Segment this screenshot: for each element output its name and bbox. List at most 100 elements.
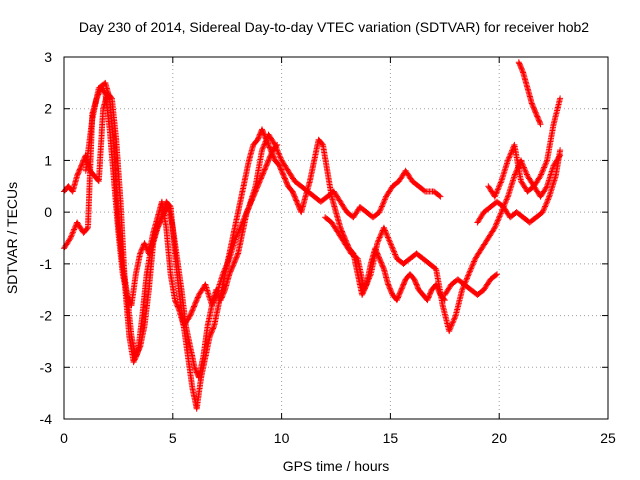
data-point-marker <box>522 167 529 174</box>
data-point-marker <box>131 356 138 363</box>
data-point-marker <box>395 294 401 301</box>
data-point-marker <box>451 315 458 322</box>
data-point-marker <box>262 135 269 142</box>
data-point-marker <box>290 189 296 196</box>
data-point-marker <box>466 269 473 276</box>
data-point-marker <box>540 165 547 172</box>
data-point-marker <box>255 182 262 188</box>
data-point-marker <box>365 276 372 283</box>
data-point-marker <box>366 275 372 282</box>
data-point-marker <box>268 149 275 156</box>
data-point-marker <box>504 157 511 164</box>
data-point-marker <box>291 192 298 199</box>
data-point-marker <box>384 233 391 240</box>
data-point-marker <box>208 329 215 336</box>
data-point-marker <box>249 196 256 203</box>
data-point-marker <box>507 151 514 158</box>
data-point-marker <box>187 312 194 319</box>
data-point-marker <box>465 272 472 279</box>
data-point-marker <box>383 231 390 238</box>
data-point-marker <box>359 291 366 298</box>
data-point-marker <box>385 234 391 241</box>
data-point-marker <box>284 180 290 187</box>
data-point-marker <box>421 187 428 194</box>
data-point-marker <box>452 314 459 320</box>
data-point-marker <box>378 204 385 211</box>
data-point-marker <box>497 212 504 218</box>
data-point-marker <box>276 162 283 169</box>
data-point-marker <box>522 168 529 175</box>
data-point-marker <box>449 319 456 326</box>
data-point-marker <box>493 189 500 196</box>
data-point-marker <box>506 154 513 161</box>
data-point-marker <box>533 112 540 119</box>
data-point-marker <box>259 145 266 152</box>
data-point-marker <box>248 198 255 205</box>
x-tick-label: 0 <box>60 430 68 446</box>
data-point-marker <box>539 167 546 174</box>
data-points <box>61 59 564 412</box>
data-point-marker <box>520 163 527 170</box>
data-point-marker <box>71 225 78 232</box>
data-point-marker <box>231 258 238 265</box>
data-point-marker <box>381 226 388 233</box>
y-tick-label: -2 <box>40 308 53 324</box>
data-point-marker <box>130 359 137 366</box>
data-point-marker <box>534 114 541 121</box>
data-point-marker <box>250 193 257 200</box>
data-point-marker <box>397 288 404 294</box>
chart-title: Day 230 of 2014, Sidereal Day-to-day VTE… <box>79 19 589 35</box>
data-point-marker <box>157 216 164 223</box>
data-point-marker <box>383 230 390 237</box>
data-point-marker <box>380 264 387 271</box>
y-tick-label: -4 <box>40 411 53 427</box>
data-point-marker <box>466 268 473 275</box>
data-point-marker <box>540 206 547 213</box>
data-point-marker <box>493 220 500 227</box>
data-point-marker <box>495 216 502 223</box>
data-point-marker <box>540 207 547 214</box>
data-point-marker <box>538 171 545 178</box>
data-point-marker <box>543 199 550 206</box>
data-point-marker <box>374 238 381 245</box>
data-point-marker <box>70 227 77 234</box>
data-point-marker <box>377 258 384 265</box>
data-point-marker <box>376 234 383 241</box>
data-point-marker <box>470 259 477 266</box>
data-point-marker <box>253 187 259 194</box>
data-point-marker <box>378 203 385 210</box>
data-point-marker <box>376 209 383 216</box>
data-point-marker <box>134 350 141 357</box>
axis-ticks: 0 5 10 15 20 25 -4 -3 -2 -1 0 1 2 3 <box>40 49 616 446</box>
data-point-marker <box>265 141 272 148</box>
data-point-marker <box>492 272 499 279</box>
y-tick-label: 2 <box>44 101 52 117</box>
data-point-marker <box>381 196 388 203</box>
data-point-marker <box>263 161 270 168</box>
data-point-marker <box>260 130 267 137</box>
data-point-marker <box>189 306 196 313</box>
data-point-marker <box>377 207 384 214</box>
data-point-marker <box>463 276 470 283</box>
data-point-marker <box>280 171 287 178</box>
data-point-marker <box>293 198 300 205</box>
data-point-marker <box>541 204 548 211</box>
data-point-marker <box>77 165 84 172</box>
data-point-marker <box>448 322 455 329</box>
data-point-marker <box>543 158 550 165</box>
y-tick-label: 3 <box>44 49 52 65</box>
data-point-marker <box>209 326 216 333</box>
data-point-marker <box>447 325 454 332</box>
data-point-marker <box>532 109 539 116</box>
data-point-marker <box>392 252 399 259</box>
data-point-marker <box>491 225 497 232</box>
data-point-marker <box>387 240 394 247</box>
data-point-marker <box>545 196 552 203</box>
data-point-marker <box>278 156 284 162</box>
data-point-marker <box>84 225 91 232</box>
data-point-marker <box>508 149 515 155</box>
data-point-marker <box>497 180 504 187</box>
data-point-marker <box>391 248 397 255</box>
data-point-marker <box>260 169 267 176</box>
